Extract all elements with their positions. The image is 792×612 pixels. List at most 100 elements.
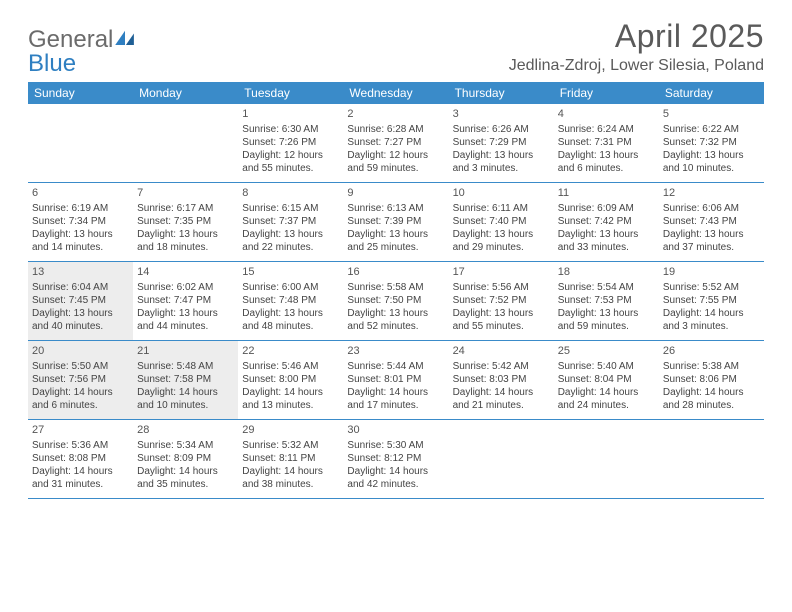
- sunrise-line: Sunrise: 5:46 AM: [242, 360, 339, 373]
- sunrise-line: Sunrise: 5:38 AM: [663, 360, 760, 373]
- page: GeneralBlue April 2025 Jedlina-Zdroj, Lo…: [0, 0, 792, 519]
- daylight-line: Daylight: 13 hours and 25 minutes.: [347, 228, 444, 254]
- calendar-cell: 5Sunrise: 6:22 AMSunset: 7:32 PMDaylight…: [659, 104, 764, 182]
- calendar-cell: 25Sunrise: 5:40 AMSunset: 8:04 PMDayligh…: [554, 341, 659, 419]
- day-number: 30: [347, 423, 444, 437]
- day-number: 15: [242, 265, 339, 279]
- day-number: 12: [663, 186, 760, 200]
- daylight-line: Daylight: 14 hours and 13 minutes.: [242, 386, 339, 412]
- sunset-line: Sunset: 7:27 PM: [347, 136, 444, 149]
- day-number: 9: [347, 186, 444, 200]
- calendar-cell: 10Sunrise: 6:11 AMSunset: 7:40 PMDayligh…: [449, 183, 554, 261]
- day-header: Thursday: [449, 82, 554, 104]
- sunset-line: Sunset: 7:58 PM: [137, 373, 234, 386]
- sunrise-line: Sunrise: 6:24 AM: [558, 123, 655, 136]
- sunrise-line: Sunrise: 5:36 AM: [32, 439, 129, 452]
- calendar-cell: 16Sunrise: 5:58 AMSunset: 7:50 PMDayligh…: [343, 262, 448, 340]
- sunrise-line: Sunrise: 5:30 AM: [347, 439, 444, 452]
- sunset-line: Sunset: 7:35 PM: [137, 215, 234, 228]
- daylight-line: Daylight: 14 hours and 31 minutes.: [32, 465, 129, 491]
- header: GeneralBlue April 2025 Jedlina-Zdroj, Lo…: [28, 18, 764, 76]
- calendar-cell-empty: [449, 420, 554, 498]
- day-number: 16: [347, 265, 444, 279]
- sunrise-line: Sunrise: 5:44 AM: [347, 360, 444, 373]
- calendar-cell: 8 Sunrise: 6:15 AMSunset: 7:37 PMDaylight…: [238, 183, 343, 261]
- calendar-cell: 20Sunrise: 5:50 AMSunset: 7:56 PMDayligh…: [28, 341, 133, 419]
- sunset-line: Sunset: 7:26 PM: [242, 136, 339, 149]
- sunrise-line: Sunrise: 5:48 AM: [137, 360, 234, 373]
- day-number: 7: [137, 186, 234, 200]
- day-number: 4: [558, 107, 655, 121]
- sunrise-line: Sunrise: 6:00 AM: [242, 281, 339, 294]
- daylight-line: Daylight: 12 hours and 55 minutes.: [242, 149, 339, 175]
- day-number: 26: [663, 344, 760, 358]
- day-number: 14: [137, 265, 234, 279]
- sunset-line: Sunset: 8:11 PM: [242, 452, 339, 465]
- sunrise-line: Sunrise: 6:02 AM: [137, 281, 234, 294]
- sunset-line: Sunset: 8:06 PM: [663, 373, 760, 386]
- calendar-cell: 28Sunrise: 5:34 AMSunset: 8:09 PMDayligh…: [133, 420, 238, 498]
- calendar-cell-empty: [133, 104, 238, 182]
- day-number: 28: [137, 423, 234, 437]
- calendar-cell-empty: [659, 420, 764, 498]
- calendar-cell: 2Sunrise: 6:28 AMSunset: 7:27 PMDaylight…: [343, 104, 448, 182]
- sunset-line: Sunset: 7:43 PM: [663, 215, 760, 228]
- month-title: April 2025: [509, 18, 764, 55]
- title-block: April 2025 Jedlina-Zdroj, Lower Silesia,…: [509, 18, 764, 75]
- calendar-cell: 27Sunrise: 5:36 AMSunset: 8:08 PMDayligh…: [28, 420, 133, 498]
- sunrise-line: Sunrise: 5:32 AM: [242, 439, 339, 452]
- daylight-line: Daylight: 13 hours and 6 minutes.: [558, 149, 655, 175]
- sunset-line: Sunset: 7:31 PM: [558, 136, 655, 149]
- sunrise-line: Sunrise: 5:52 AM: [663, 281, 760, 294]
- sunset-line: Sunset: 7:47 PM: [137, 294, 234, 307]
- sunset-line: Sunset: 7:32 PM: [663, 136, 760, 149]
- day-number: 18: [558, 265, 655, 279]
- sunset-line: Sunset: 8:00 PM: [242, 373, 339, 386]
- sunset-line: Sunset: 8:12 PM: [347, 452, 444, 465]
- sunrise-line: Sunrise: 5:42 AM: [453, 360, 550, 373]
- calendar-cell: 23Sunrise: 5:44 AMSunset: 8:01 PMDayligh…: [343, 341, 448, 419]
- sunset-line: Sunset: 7:53 PM: [558, 294, 655, 307]
- day-number: 11: [558, 186, 655, 200]
- sunset-line: Sunset: 8:03 PM: [453, 373, 550, 386]
- day-number: 2: [347, 107, 444, 121]
- daylight-line: Daylight: 12 hours and 59 minutes.: [347, 149, 444, 175]
- sunrise-line: Sunrise: 6:04 AM: [32, 281, 129, 294]
- calendar-cell: 26Sunrise: 5:38 AMSunset: 8:06 PMDayligh…: [659, 341, 764, 419]
- sunset-line: Sunset: 7:55 PM: [663, 294, 760, 307]
- sunrise-line: Sunrise: 6:11 AM: [453, 202, 550, 215]
- calendar-cell: 19Sunrise: 5:52 AMSunset: 7:55 PMDayligh…: [659, 262, 764, 340]
- sunset-line: Sunset: 7:52 PM: [453, 294, 550, 307]
- day-number: 24: [453, 344, 550, 358]
- sunset-line: Sunset: 8:04 PM: [558, 373, 655, 386]
- daylight-line: Daylight: 13 hours and 22 minutes.: [242, 228, 339, 254]
- sunset-line: Sunset: 7:40 PM: [453, 215, 550, 228]
- calendar-cell: 14Sunrise: 6:02 AMSunset: 7:47 PMDayligh…: [133, 262, 238, 340]
- brand-part1: General: [28, 28, 113, 52]
- sunrise-line: Sunrise: 6:15 AM: [242, 202, 339, 215]
- day-number: 20: [32, 344, 129, 358]
- daylight-line: Daylight: 14 hours and 10 minutes.: [137, 386, 234, 412]
- day-number: 10: [453, 186, 550, 200]
- daylight-line: Daylight: 13 hours and 10 minutes.: [663, 149, 760, 175]
- day-number: 21: [137, 344, 234, 358]
- daylight-line: Daylight: 14 hours and 38 minutes.: [242, 465, 339, 491]
- calendar-cell: 13Sunrise: 6:04 AMSunset: 7:45 PMDayligh…: [28, 262, 133, 340]
- day-header: Friday: [554, 82, 659, 104]
- week-row: 27Sunrise: 5:36 AMSunset: 8:08 PMDayligh…: [28, 420, 764, 499]
- daylight-line: Daylight: 13 hours and 40 minutes.: [32, 307, 129, 333]
- week-row: 1Sunrise: 6:30 AMSunset: 7:26 PMDaylight…: [28, 104, 764, 183]
- sunset-line: Sunset: 7:34 PM: [32, 215, 129, 228]
- sunset-line: Sunset: 7:37 PM: [242, 215, 339, 228]
- calendar-cell-empty: [28, 104, 133, 182]
- daylight-line: Daylight: 14 hours and 17 minutes.: [347, 386, 444, 412]
- day-number: 8: [242, 186, 339, 200]
- sunset-line: Sunset: 7:48 PM: [242, 294, 339, 307]
- day-number: 3: [453, 107, 550, 121]
- calendar-cell: 9Sunrise: 6:13 AMSunset: 7:39 PMDaylight…: [343, 183, 448, 261]
- day-number: 25: [558, 344, 655, 358]
- daylight-line: Daylight: 14 hours and 3 minutes.: [663, 307, 760, 333]
- sunrise-line: Sunrise: 5:58 AM: [347, 281, 444, 294]
- daylight-line: Daylight: 13 hours and 33 minutes.: [558, 228, 655, 254]
- daylight-line: Daylight: 13 hours and 48 minutes.: [242, 307, 339, 333]
